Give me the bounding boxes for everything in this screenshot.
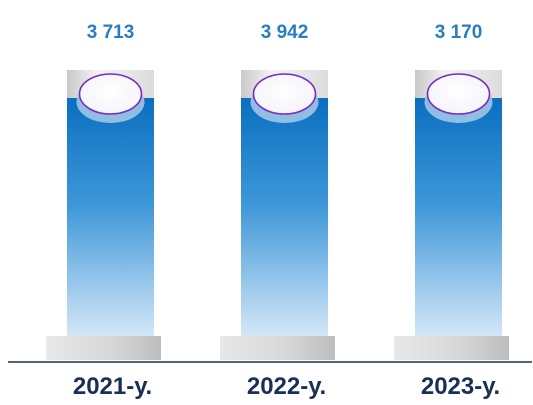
category-label: 2021-у. — [73, 373, 152, 400]
bar-base — [394, 336, 509, 360]
value-label: 3 942 — [261, 22, 309, 43]
bar-base — [46, 336, 161, 360]
bar-cap-ellipse — [78, 73, 143, 115]
bar-base — [220, 336, 335, 360]
category-label: 2022-у. — [247, 373, 326, 400]
category-label: 2023-у. — [421, 373, 500, 400]
bar — [415, 98, 502, 336]
bar — [241, 98, 328, 336]
bar-cap-ellipse — [426, 73, 491, 115]
bar — [67, 98, 154, 336]
bar-cap-ellipse — [252, 73, 317, 115]
value-label: 3 713 — [87, 22, 135, 43]
value-label: 3 170 — [435, 22, 483, 43]
